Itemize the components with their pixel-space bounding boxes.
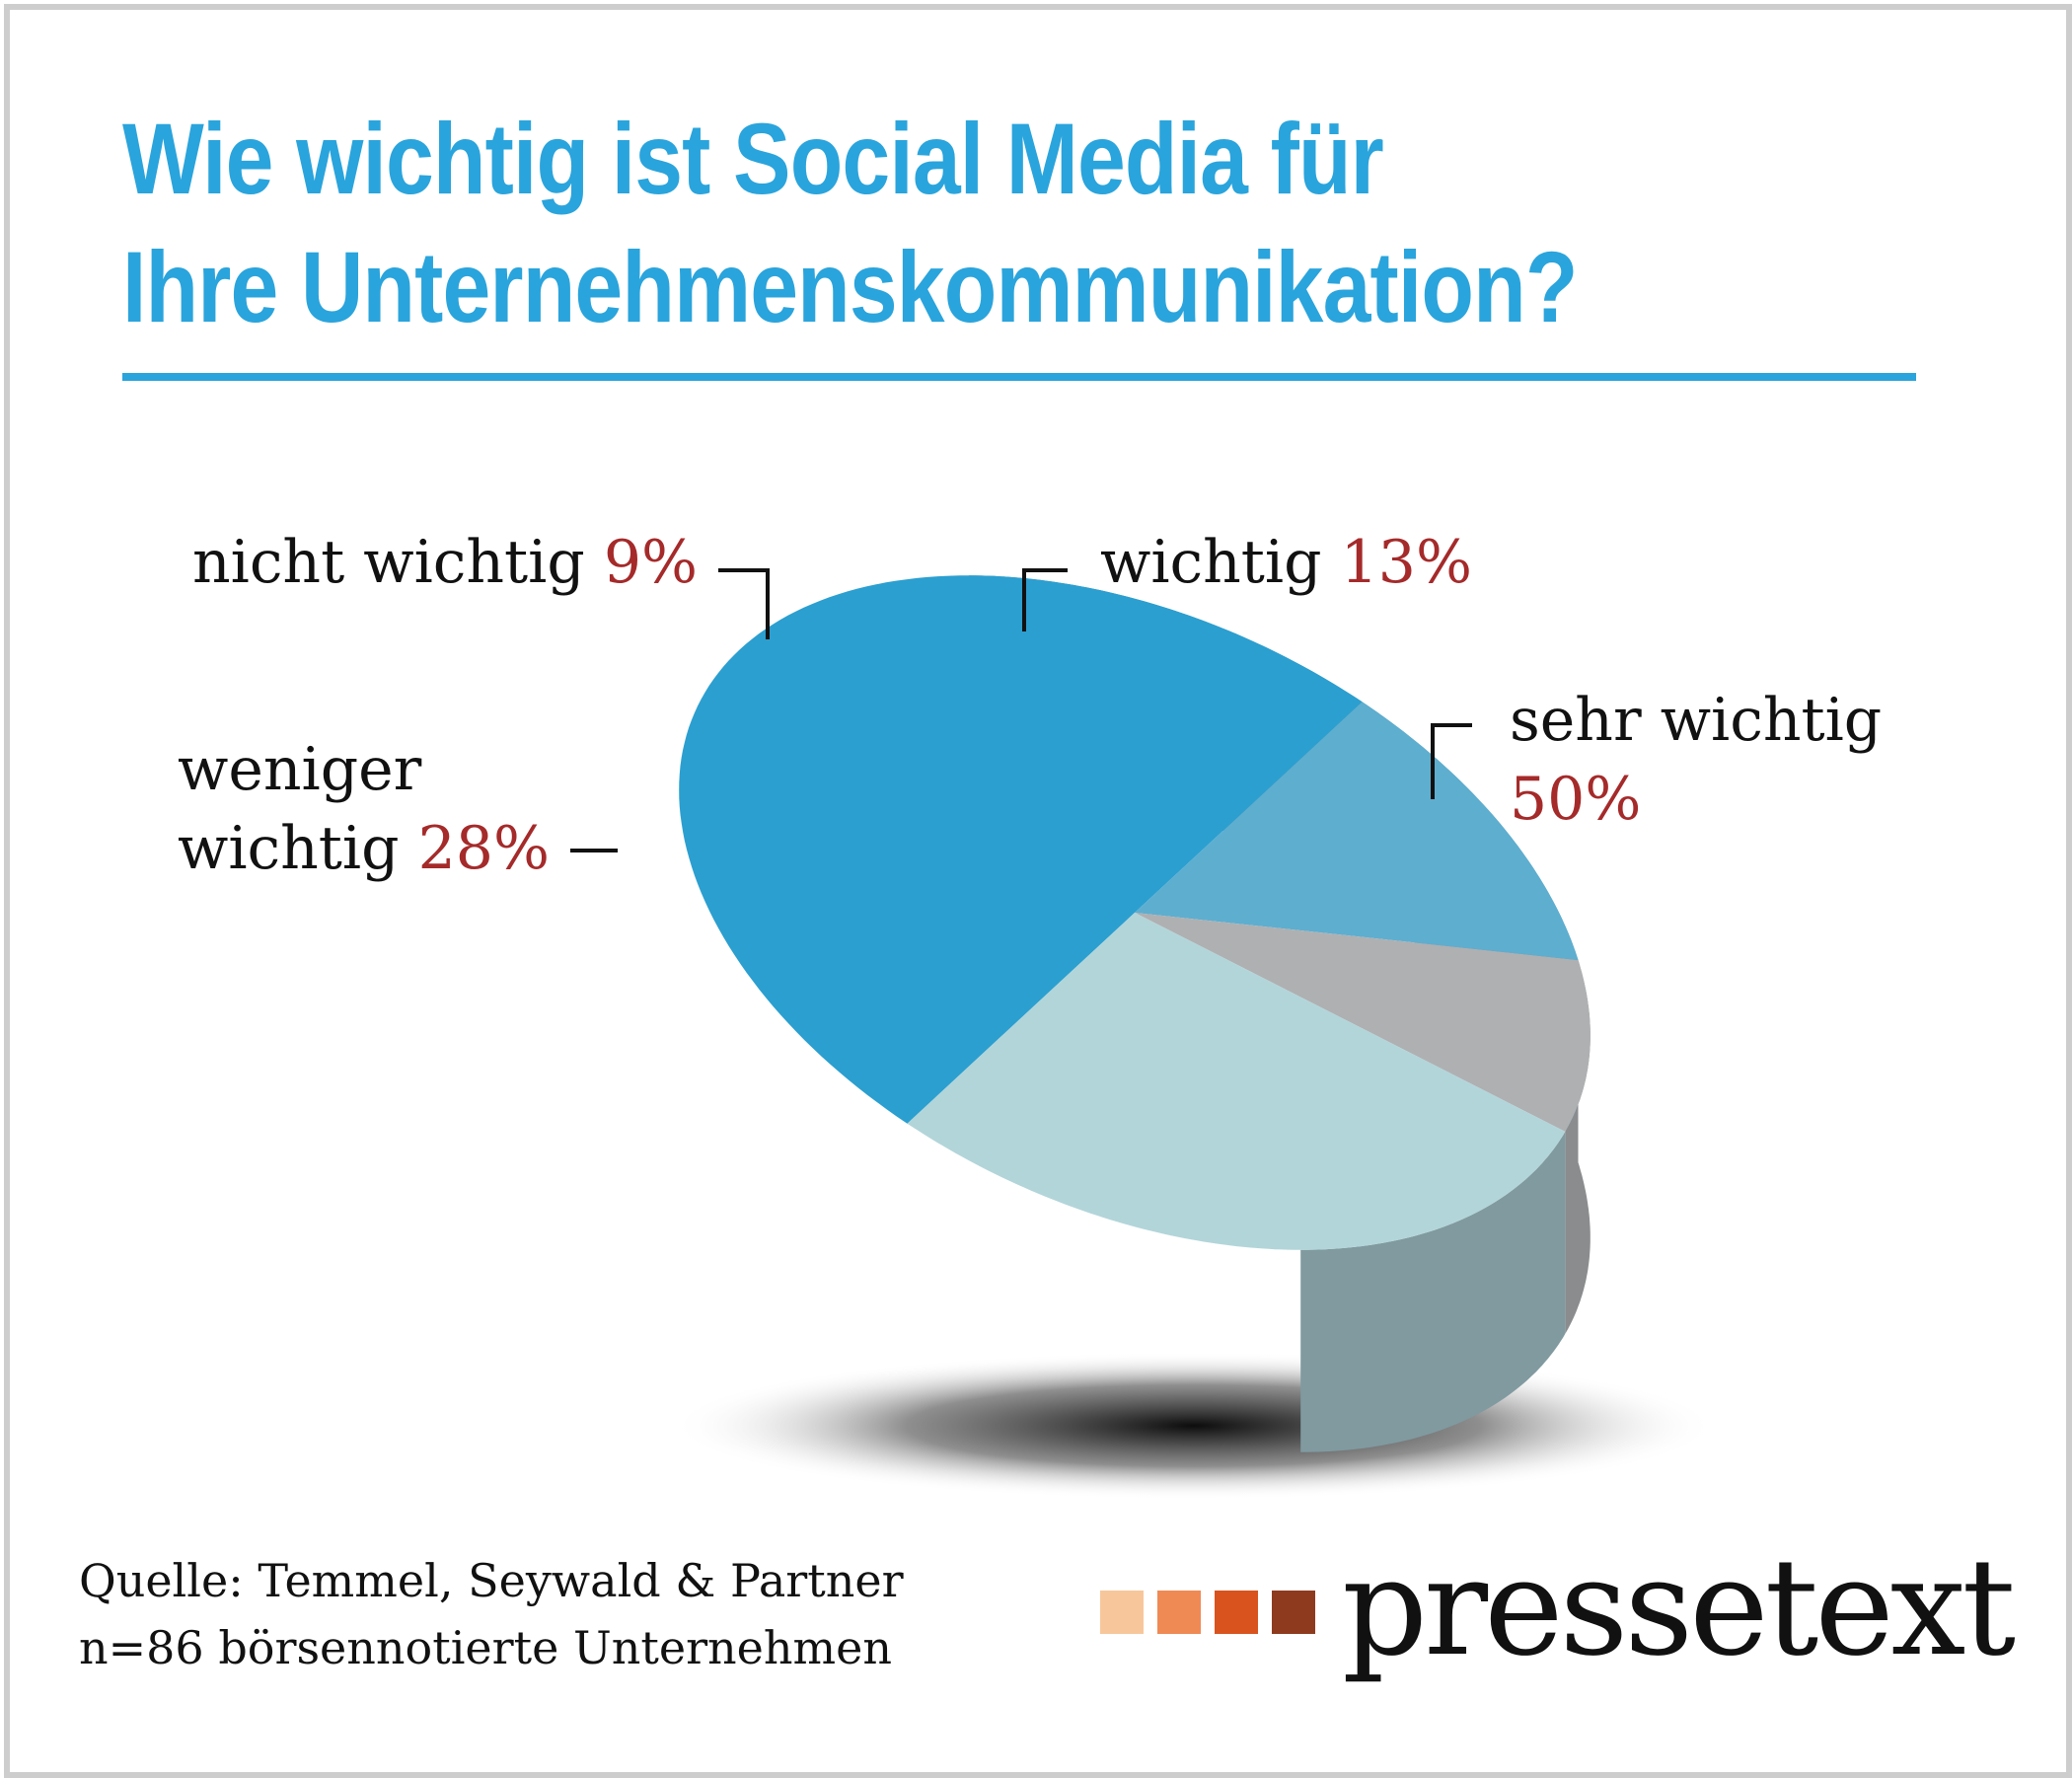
label-sehr-wichtig-text: sehr wichtig [1510,686,1883,755]
label-wichtig-text: wichtig [1100,528,1322,597]
pie-slice-weniger-wichtig [907,913,1566,1250]
leader-line-1 [1022,568,1068,631]
title-line-1: Wie wichtig ist Social Media für [122,103,1384,215]
logo-square-2 [1157,1591,1201,1634]
logo-square-4 [1272,1591,1315,1634]
pie-slice-wichtig [1135,702,1579,961]
label-weniger-wichtig-value: 28% [417,814,550,883]
label-wichtig-value: 13% [1340,528,1472,597]
label-nicht-wichtig-value: 9% [603,528,699,597]
title-underline [122,373,1916,381]
label-nicht-wichtig: nicht wichtig 9% [192,523,698,602]
title-line-2: Ihre Unternehmenskommunikation? [122,231,1578,343]
source-line-1: Quelle: Temmel, Seywald & Partner [79,1554,904,1607]
pie-side-3-0 [1300,1131,1566,1452]
label-sehr-wichtig-value: 50% [1510,765,1642,834]
chart-title: Wie wichtig ist Social Media für Ihre Un… [122,95,1578,351]
leader-line-0 [718,568,770,639]
logo-square-1 [1100,1591,1144,1634]
source-note: Quelle: Temmel, Seywald & Partner n=86 b… [79,1547,904,1681]
label-nicht-wichtig-text: nicht wichtig [192,528,585,597]
label-wichtig: wichtig 13% [1100,523,1472,602]
source-line-2: n=86 börsennotierte Unternehmen [79,1621,893,1674]
label-weniger-wichtig: weniger wichtig 28% [178,730,550,888]
logo-wordmark: pressetext [1342,1530,2016,1686]
label-sehr-wichtig: sehr wichtig 50% [1510,681,1882,839]
pie-slice-nicht-wichtig [1135,913,1591,1132]
label-weniger-wichtig-text-2: wichtig [178,814,400,883]
pressetext-logo: pressetext [1100,1530,2016,1697]
pie-shadow [671,1352,1717,1500]
logo-square-3 [1215,1591,1258,1634]
pie-slice-sehr-wichtig [679,575,1363,1124]
leader-line-2 [1431,723,1472,799]
label-weniger-wichtig-text-1: weniger [178,735,422,804]
